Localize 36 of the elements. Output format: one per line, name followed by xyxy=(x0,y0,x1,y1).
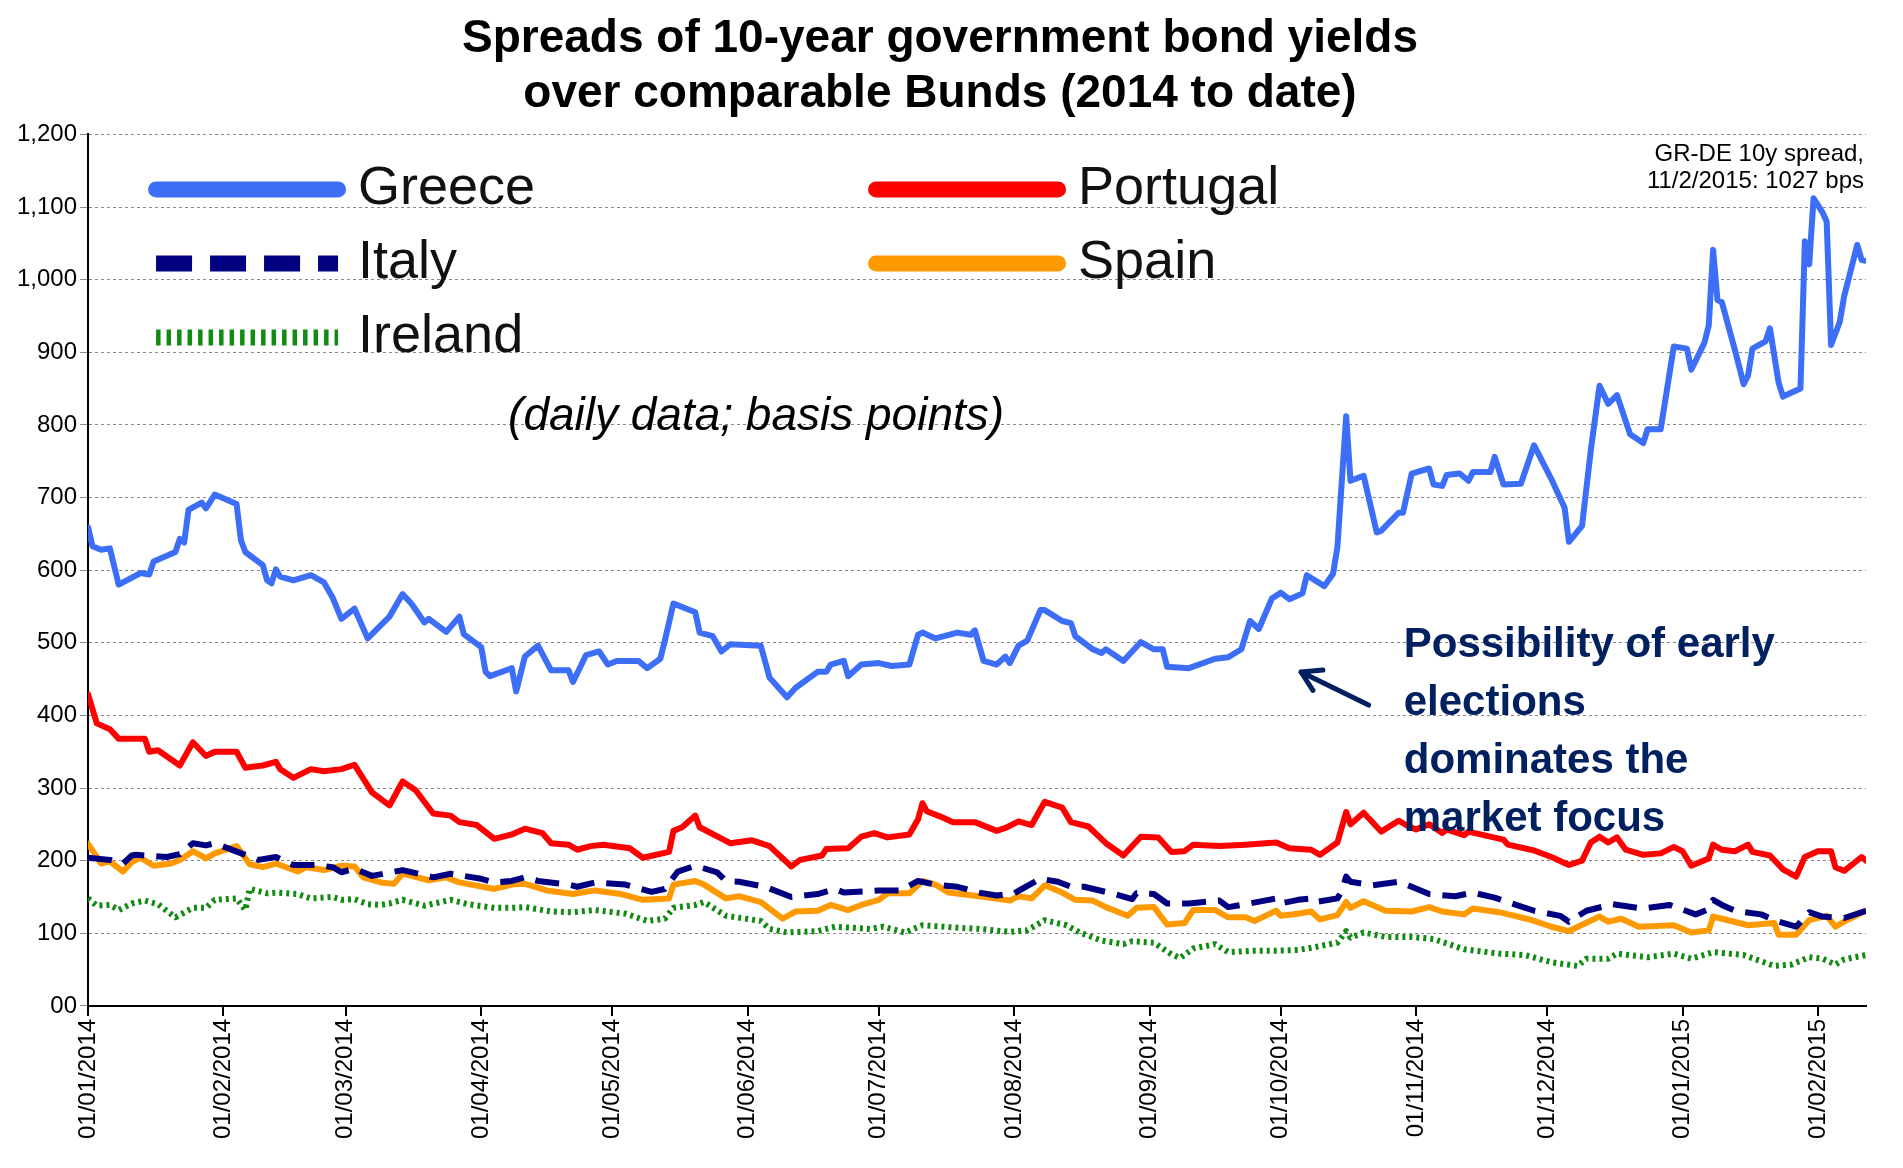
y-tick-label: 1,200 xyxy=(17,119,78,147)
y-tick-label: 00 xyxy=(50,990,78,1018)
y-tick-label: 200 xyxy=(37,845,78,873)
x-tick-label: 01/03/2014 xyxy=(330,1018,358,1140)
y-tick-label: 500 xyxy=(37,627,78,655)
x-tick-label: 01/12/2014 xyxy=(1531,1018,1559,1140)
y-tick-label: 800 xyxy=(37,409,78,437)
chart-title: Spreads of 10-year government bond yields over comparable Bunds (2014 to date) xyxy=(461,10,1419,118)
x-tick-label: 01/09/2014 xyxy=(1134,1018,1162,1140)
x-tick-label: 01/02/2014 xyxy=(208,1018,236,1140)
legend-label: Ireland xyxy=(358,303,524,364)
annotation: Possibility of early elections dominates the market focus xyxy=(1403,619,1776,841)
x-tick-label: 01/04/2014 xyxy=(465,1018,493,1140)
x-tick-label: 01/01/2015 xyxy=(1667,1018,1695,1140)
x-tick-label: 01/01/2014 xyxy=(72,1018,100,1140)
y-tick-label: 1,100 xyxy=(17,191,78,219)
y-tick-label: 300 xyxy=(37,772,78,800)
y-tick-label: 1,000 xyxy=(17,264,78,292)
x-tick-label: 01/05/2014 xyxy=(596,1018,624,1140)
y-tick-label: 400 xyxy=(37,700,78,728)
legend-label: Greece xyxy=(358,155,536,216)
legend-label: Spain xyxy=(1078,229,1217,290)
y-tick-label: 100 xyxy=(37,917,78,945)
x-tick-label: 01/02/2015 xyxy=(1802,1018,1830,1140)
y-tick-label: 700 xyxy=(37,482,78,510)
text: (daily data; basis points) xyxy=(508,388,1005,441)
x-tick-label: 01/10/2014 xyxy=(1265,1018,1293,1140)
x-tick-label: 01/07/2014 xyxy=(863,1018,891,1140)
x-tick-label: 01/08/2014 xyxy=(998,1018,1026,1140)
x-tick-label: 01/11/2014 xyxy=(1400,1018,1428,1138)
y-tick-label: 600 xyxy=(37,554,78,582)
legend-label: Portugal xyxy=(1078,155,1280,216)
x-tick-label: 01/06/2014 xyxy=(732,1018,760,1140)
annotation: GR-DE 10y spread, 11/2/2015: 1027 bps xyxy=(1646,138,1864,193)
legend-label: Italy xyxy=(358,229,458,290)
y-tick-label: 900 xyxy=(37,336,78,364)
